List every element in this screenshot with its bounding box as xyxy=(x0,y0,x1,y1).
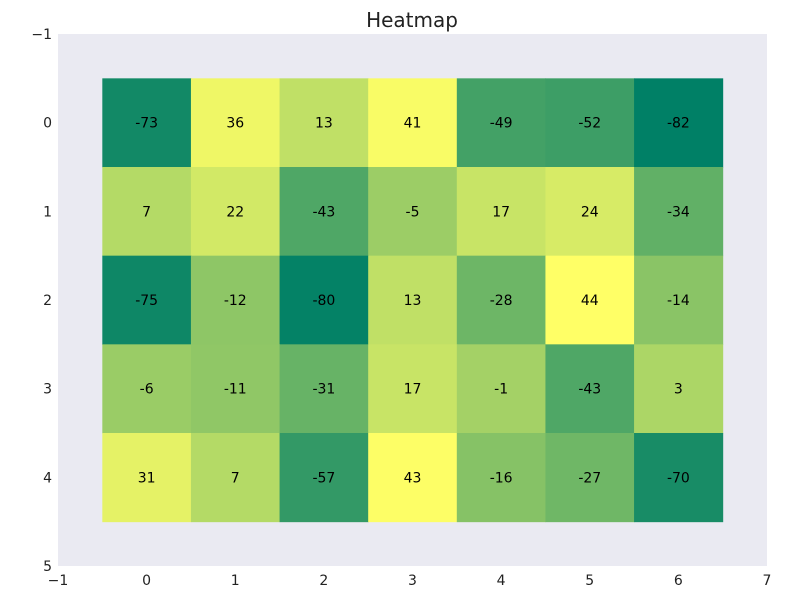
cell-value-r4-c4: -16 xyxy=(490,470,513,486)
x-tick-label: 1 xyxy=(231,573,240,589)
cell-value-r3-c1: -11 xyxy=(224,382,247,398)
cell-value-r4-c6: -70 xyxy=(667,470,690,486)
cell-value-r1-c1: 22 xyxy=(226,204,244,220)
y-tick-label: 0 xyxy=(43,116,52,132)
heatmap-cell-r3-c0 xyxy=(102,344,192,434)
cell-value-r2-c4: -28 xyxy=(490,293,513,309)
heatmap-cells xyxy=(102,78,724,523)
cell-value-r2-c1: -12 xyxy=(224,293,247,309)
heatmap-cell-r2-c5 xyxy=(545,255,635,345)
chart-title: Heatmap xyxy=(366,8,458,32)
cell-value-r3-c2: -31 xyxy=(312,382,335,398)
heatmap-cell-r1-c6 xyxy=(634,167,724,257)
cell-value-r1-c3: -5 xyxy=(406,204,420,220)
cell-value-r0-c1: 36 xyxy=(226,116,244,132)
heatmap-cell-r1-c1 xyxy=(190,167,281,257)
cell-value-r2-c0: -75 xyxy=(135,293,158,309)
y-tick-label: 3 xyxy=(43,382,52,398)
x-tick-label: 7 xyxy=(763,573,772,589)
heatmap-cell-r1-c3 xyxy=(368,167,458,257)
heatmap-cell-r4-c4 xyxy=(456,433,546,523)
cell-value-r0-c2: 13 xyxy=(315,116,333,132)
heatmap-cell-r0-c0 xyxy=(102,78,192,168)
heatmap-cell-r0-c4 xyxy=(456,78,546,168)
cell-value-r3-c0: -6 xyxy=(140,382,154,398)
x-tick-label: 2 xyxy=(319,573,328,589)
heatmap-cell-r3-c5 xyxy=(545,344,635,434)
heatmap-cell-r0-c3 xyxy=(368,78,458,168)
cell-value-r1-c6: -34 xyxy=(667,204,690,220)
heatmap-cell-r4-c0 xyxy=(102,433,192,523)
heatmap-cell-r0-c2 xyxy=(279,78,369,168)
heatmap-cell-r3-c1 xyxy=(190,344,281,434)
heatmap-cell-r4-c6 xyxy=(634,433,724,523)
heatmap-cell-r1-c5 xyxy=(545,167,635,257)
heatmap-cell-r3-c2 xyxy=(279,344,369,434)
y-tick-label: −1 xyxy=(31,27,52,43)
heatmap-cell-r4-c5 xyxy=(545,433,635,523)
cell-value-r3-c5: -43 xyxy=(578,382,601,398)
cell-value-r0-c0: -73 xyxy=(135,116,158,132)
cell-value-r1-c0: 7 xyxy=(142,204,151,220)
cell-value-r4-c0: 31 xyxy=(138,470,156,486)
cell-value-r0-c5: -52 xyxy=(578,116,601,132)
cell-value-r4-c2: -57 xyxy=(312,470,335,486)
heatmap-cell-r1-c0 xyxy=(102,167,192,257)
cell-value-r3-c4: -1 xyxy=(494,382,508,398)
cell-value-r1-c2: -43 xyxy=(312,204,335,220)
x-tick-label: −1 xyxy=(48,573,69,589)
cell-value-r4-c1: 7 xyxy=(231,470,240,486)
cell-value-r3-c3: 17 xyxy=(404,382,422,398)
cell-value-r1-c5: 24 xyxy=(581,204,599,220)
heatmap-cell-r4-c1 xyxy=(190,433,281,523)
cell-value-r4-c5: -27 xyxy=(578,470,601,486)
heatmap-cell-r0-c6 xyxy=(634,78,724,168)
cell-value-r4-c3: 43 xyxy=(404,470,422,486)
heatmap-cell-r2-c0 xyxy=(102,255,192,345)
x-tick-label: 5 xyxy=(585,573,594,589)
y-tick-label: 5 xyxy=(43,559,52,575)
y-tick-label: 1 xyxy=(43,204,52,220)
heatmap-cell-r1-c2 xyxy=(279,167,369,257)
heatmap-cell-r2-c4 xyxy=(456,255,546,345)
x-tick-label: 4 xyxy=(497,573,506,589)
heatmap-cell-r0-c1 xyxy=(190,78,281,168)
heatmap-cell-r2-c2 xyxy=(279,255,369,345)
cell-value-r0-c4: -49 xyxy=(490,116,513,132)
heatmap-cell-r1-c4 xyxy=(456,167,546,257)
y-tick-label: 4 xyxy=(43,470,52,486)
x-tick-label: 0 xyxy=(142,573,151,589)
cell-value-r2-c5: 44 xyxy=(581,293,599,309)
heatmap-cell-r3-c6 xyxy=(634,344,724,434)
x-tick-label: 6 xyxy=(674,573,683,589)
cell-value-r1-c4: 17 xyxy=(492,204,510,220)
heatmap-cell-r0-c5 xyxy=(545,78,635,168)
heatmap-cell-r4-c2 xyxy=(279,433,369,523)
heatmap-cell-r2-c3 xyxy=(368,255,458,345)
cell-value-r0-c3: 41 xyxy=(404,116,422,132)
cell-value-r2-c2: -80 xyxy=(312,293,335,309)
heatmap-cell-r3-c3 xyxy=(368,344,458,434)
x-axis-ticks: −1 0 1 2 3 4 5 6 7 xyxy=(48,573,772,589)
heatmap-cell-r2-c6 xyxy=(634,255,724,345)
heatmap-cell-r4-c3 xyxy=(368,433,458,523)
x-tick-label: 3 xyxy=(408,573,417,589)
cell-labels: -73 36 13 41 -49 -52 -82 7 22 -43 -5 17 24 -34 -75 -12 -… xyxy=(135,116,690,487)
y-axis-ticks: −1 0 1 2 3 4 5 xyxy=(31,27,52,575)
cell-value-r3-c6: 3 xyxy=(674,382,683,398)
y-tick-label: 2 xyxy=(43,293,52,309)
cell-value-r2-c6: -14 xyxy=(667,293,690,309)
heatmap-cell-r3-c4 xyxy=(456,344,546,434)
heatmap-cell-r2-c1 xyxy=(190,255,281,345)
cell-value-r0-c6: -82 xyxy=(667,116,690,132)
cell-value-r2-c3: 13 xyxy=(404,293,422,309)
